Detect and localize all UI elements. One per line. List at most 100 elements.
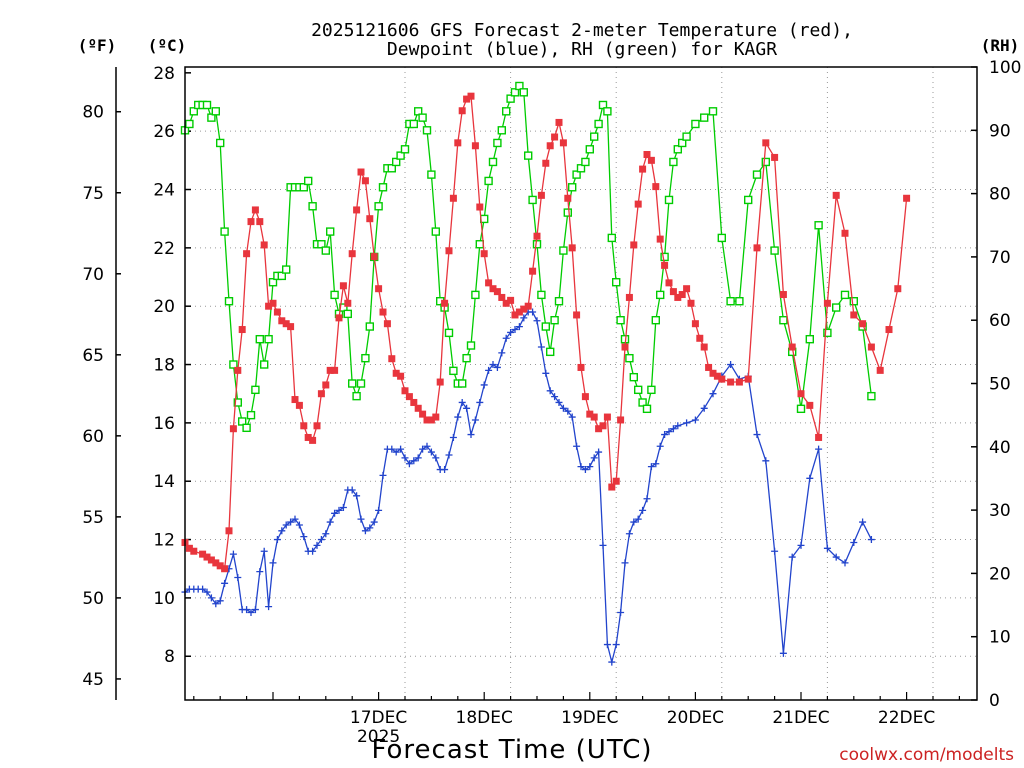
rh-point [528,195,537,205]
dewpoint-point [335,506,343,514]
dewpoint-point [709,390,717,398]
temperature-point [815,433,823,441]
temperature-point [366,215,374,223]
rh-point [541,322,550,331]
fahrenheit-tick-label: 55 [82,508,104,528]
temperature-point [639,165,647,173]
dewpoint-point [788,553,796,561]
dewpoint-point [577,463,585,471]
temperature-point [744,375,752,383]
rh-point [638,398,647,407]
rh-point [510,88,520,97]
rh-point [277,271,286,281]
dewpoint-point [410,457,418,465]
rh-point [682,132,691,141]
rh-point [268,278,278,287]
temperature-point [511,311,519,319]
fahrenheit-tick-label: 70 [82,265,104,285]
dewpoint-point [630,518,638,526]
temperature-point [379,308,387,316]
rh-point [493,138,502,148]
x-axis-title: Forecast Time (UTC) [371,735,652,765]
rh-point [726,297,735,306]
rh-tick-label: 0 [989,691,1000,711]
temperature-point [291,396,299,404]
temperature-point [696,334,704,342]
temperature-point [625,293,633,301]
temperature-point [199,550,207,558]
rh-point [282,265,291,274]
dewpoint-point [361,527,369,535]
dewpoint-point [414,454,422,462]
temperature-point [498,293,506,301]
rh-axis-label: (RH) [981,36,1020,55]
temperature-point [427,416,435,424]
temperature-point [788,343,796,351]
celsius-tick-label: 26 [153,122,175,142]
rh-point [378,183,388,192]
temperature-point [555,118,563,126]
rh-point [211,107,221,116]
temperature-point [313,422,321,430]
temperature-point [247,218,255,226]
dewpoint-point [353,492,361,500]
temperature-point [436,378,444,386]
rh-point [352,391,361,401]
rh-tick-label: 80 [989,185,1011,205]
rh-point [260,360,269,369]
rh-point [849,297,858,306]
rh-point [607,233,616,243]
rh-point [321,246,330,255]
temperature-point [405,393,413,401]
dewpoint-point [247,608,255,616]
temperature-point [361,177,369,185]
dewpoint-point [511,326,519,334]
temperature-point [432,413,440,421]
rh-point [365,322,374,331]
dewpoint-point [625,530,633,538]
rh-point [761,157,770,167]
rh-point [673,145,682,154]
temperature-point [278,317,286,325]
dewpoint-point [331,509,339,517]
dewpoint-point [797,541,805,549]
rh-point [304,176,313,186]
dewpoint-point [423,442,431,450]
temperature-point [441,299,449,307]
temperature-point [300,422,308,430]
temperature-point [603,413,611,421]
dewpoint-point [590,454,598,462]
temperature-point [410,398,418,406]
temperature-point [515,308,523,316]
dewpoint-point [388,445,396,453]
plot-frame [184,66,978,701]
rh-point [651,316,660,325]
dewpoint-point [859,518,867,526]
rh-tick-label: 70 [989,248,1011,268]
temperature-point [520,305,528,313]
dewpoint-point [841,559,849,567]
temperature-point [577,363,585,371]
rh-point [326,227,335,236]
rh-point [317,240,326,249]
dewpoint-point [573,442,581,450]
temperature-point [700,343,708,351]
temperature-point [537,191,545,199]
temperature-point [524,302,532,310]
temperature-point [762,139,770,147]
temperature-point [375,285,383,293]
rh-point [207,113,216,122]
dewpoint-point [507,328,515,336]
temperature-point [665,279,673,287]
temperature-point [493,288,501,296]
rh-point [224,297,234,306]
dewpoint-point [427,448,435,456]
temperature-point [546,142,554,150]
dewpoint-point [269,559,277,567]
dewpoint-point [771,547,779,555]
temperature-point [691,320,699,328]
rh-tick-label: 100 [989,58,1021,78]
rh-point [669,157,678,167]
temperature-point [771,153,779,161]
